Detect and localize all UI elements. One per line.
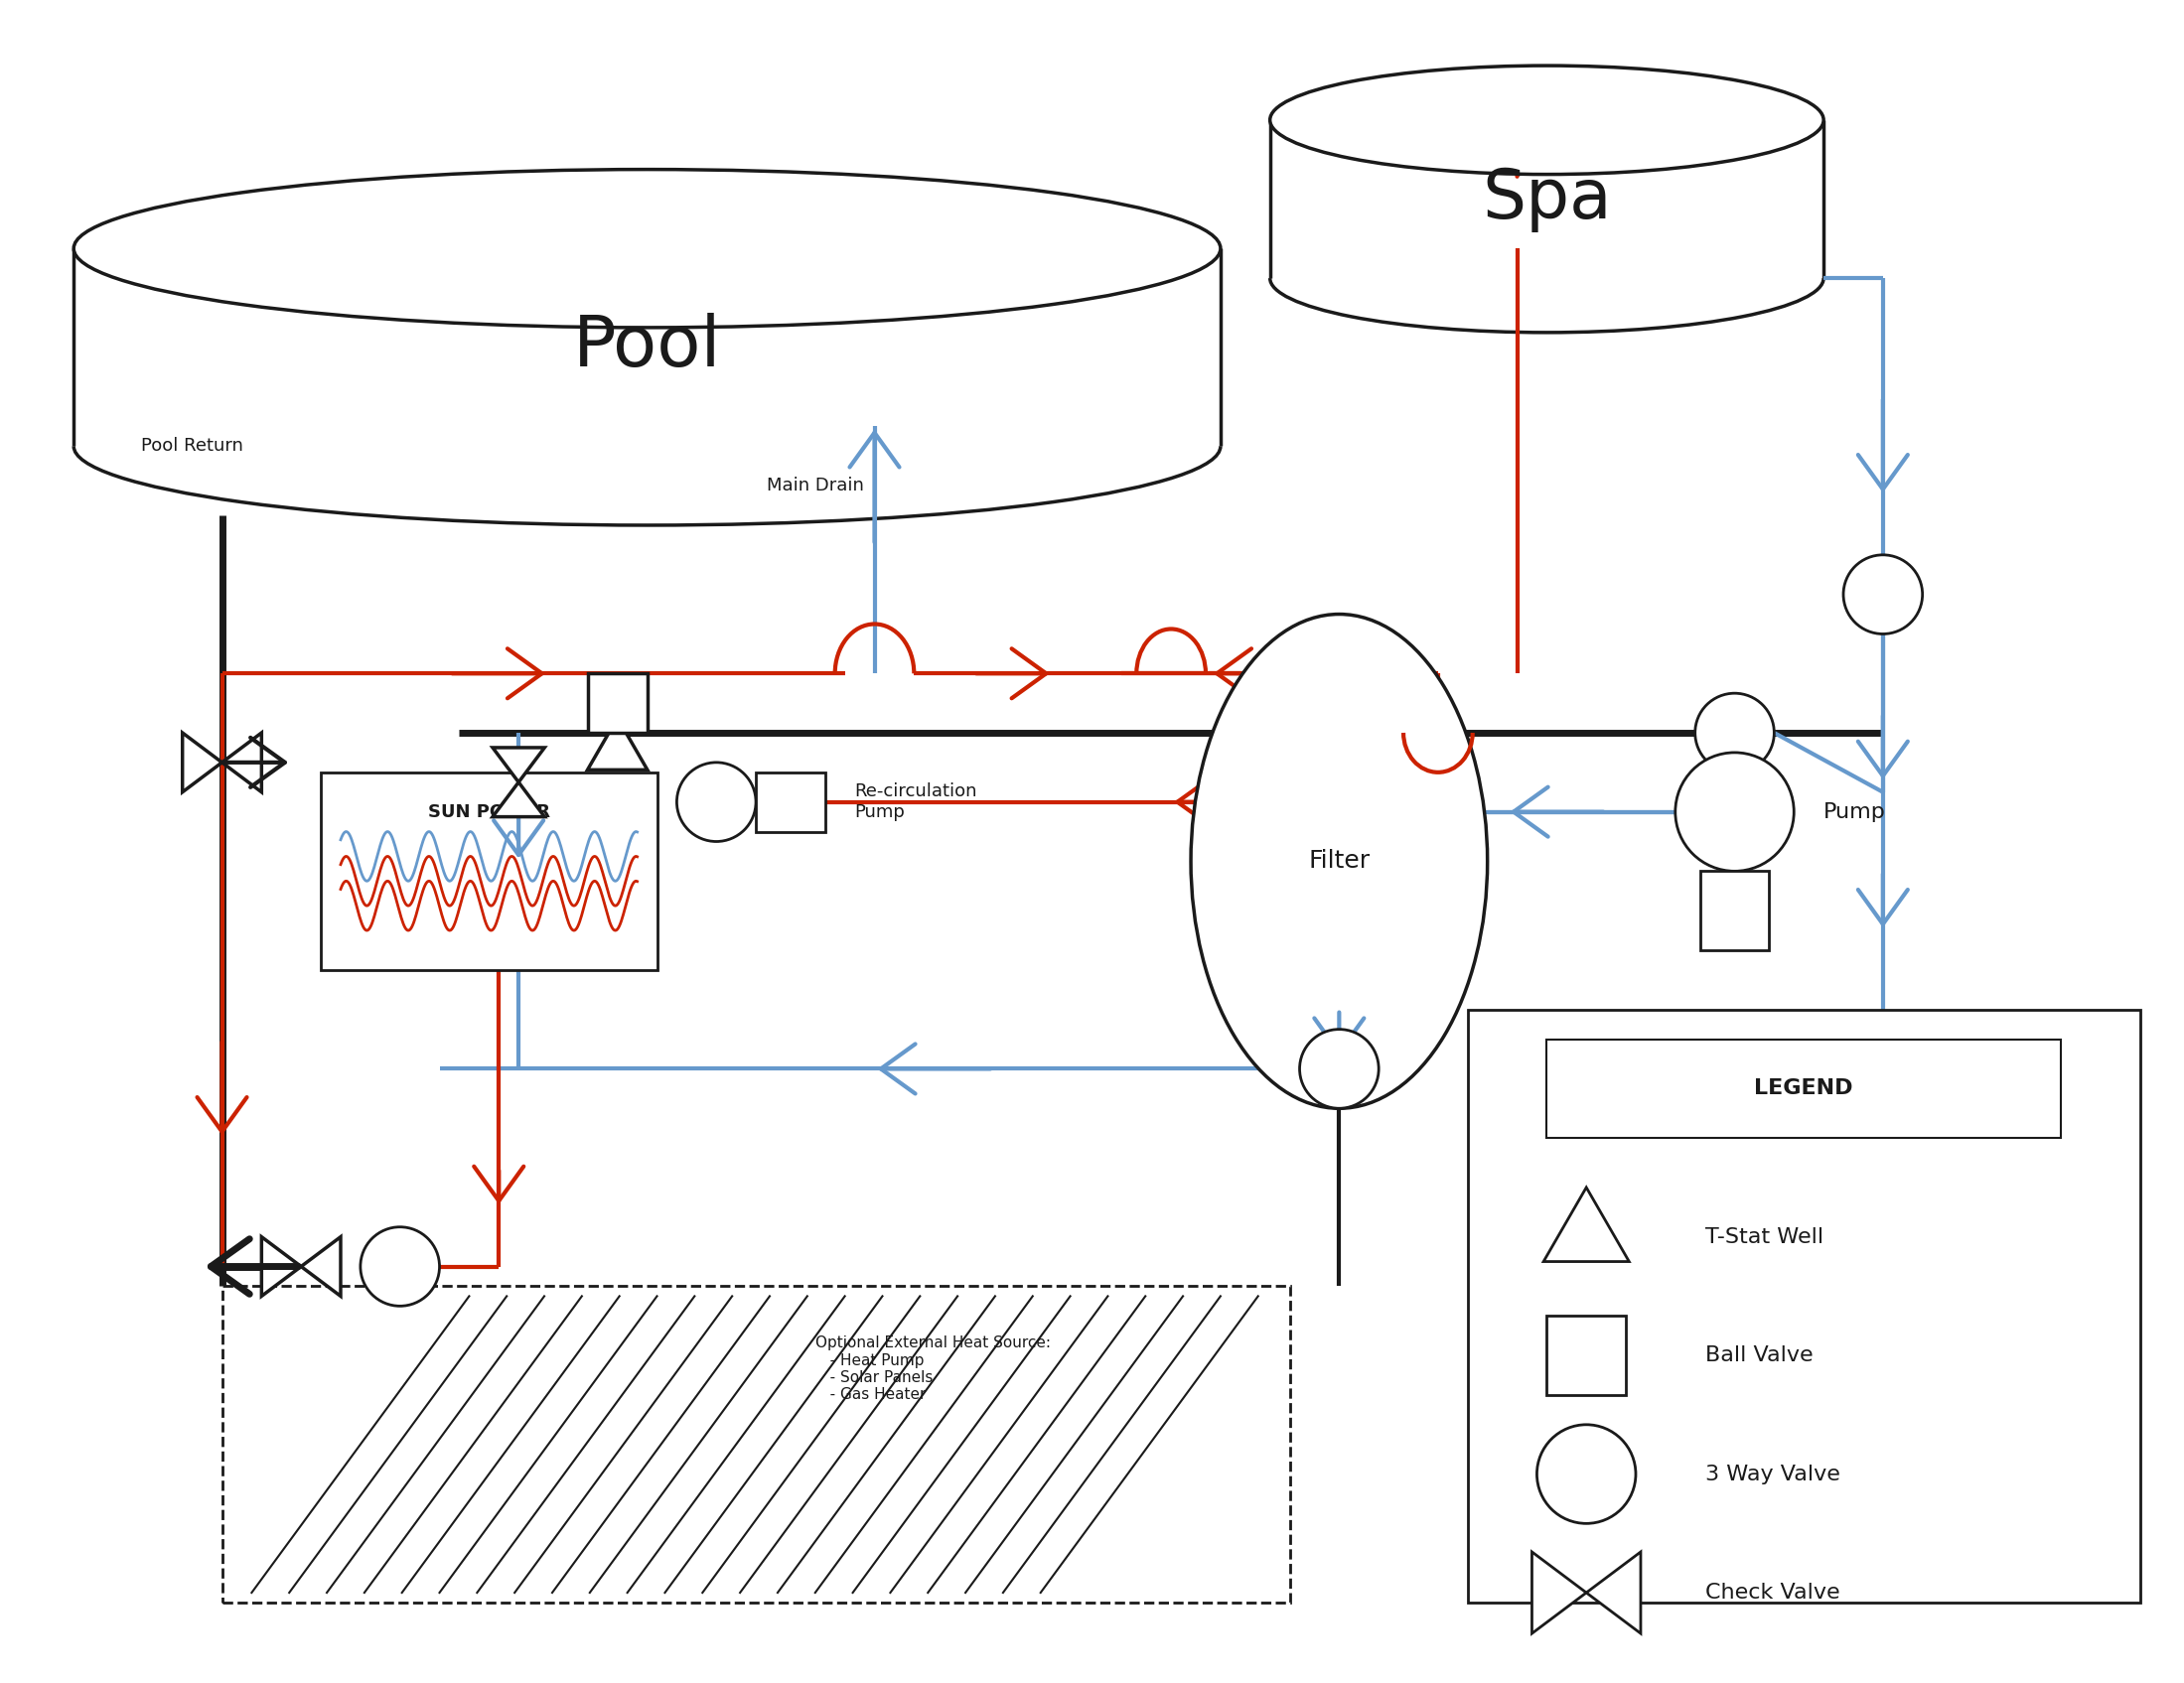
Polygon shape [223,732,262,793]
Text: Re-circulation
Pump: Re-circulation Pump [854,783,978,821]
Bar [756,772,826,831]
Circle shape [1843,555,1922,634]
Text: Pool Return: Pool Return [142,438,242,454]
Polygon shape [183,732,223,793]
Text: Optional External Heat Source:
   - Heat Pump
   - Solar Panels
   - Gas Heater: Optional External Heat Source: - Heat Pu… [815,1336,1051,1402]
Text: T-Stat Well: T-Stat Well [1706,1227,1824,1247]
Polygon shape [494,783,544,816]
Text: Filter: Filter [1308,850,1369,873]
Text: Pump: Pump [1824,801,1887,821]
Bar [1546,1316,1625,1395]
Polygon shape [1586,1552,1640,1634]
Text: Spa: Spa [1481,167,1612,232]
Circle shape [360,1227,439,1306]
Ellipse shape [1190,614,1487,1109]
Circle shape [1675,752,1793,872]
Polygon shape [262,1237,301,1296]
Text: SUN POWER: SUN POWER [428,803,550,821]
Polygon shape [1544,1188,1629,1262]
Polygon shape [587,719,646,769]
Text: 3 Way Valve: 3 Way Valve [1706,1464,1839,1484]
Text: Main Drain: Main Drain [767,476,865,495]
Bar [223,1286,1291,1602]
Circle shape [1538,1424,1636,1523]
Bar [1546,1038,2062,1138]
Ellipse shape [74,170,1221,328]
Polygon shape [494,747,544,783]
Bar [1468,1010,2140,1602]
Bar [1699,872,1769,951]
Text: Ball Valve: Ball Valve [1706,1345,1813,1365]
Circle shape [1695,693,1773,772]
Circle shape [1299,1030,1378,1109]
Text: Check Valve: Check Valve [1706,1582,1839,1602]
Polygon shape [1531,1552,1586,1634]
Text: Pool: Pool [572,313,721,382]
Ellipse shape [1269,66,1824,175]
Bar [321,772,657,969]
Polygon shape [301,1237,341,1296]
Text: LEGEND: LEGEND [1754,1079,1854,1099]
Bar [587,673,646,732]
Circle shape [677,762,756,842]
